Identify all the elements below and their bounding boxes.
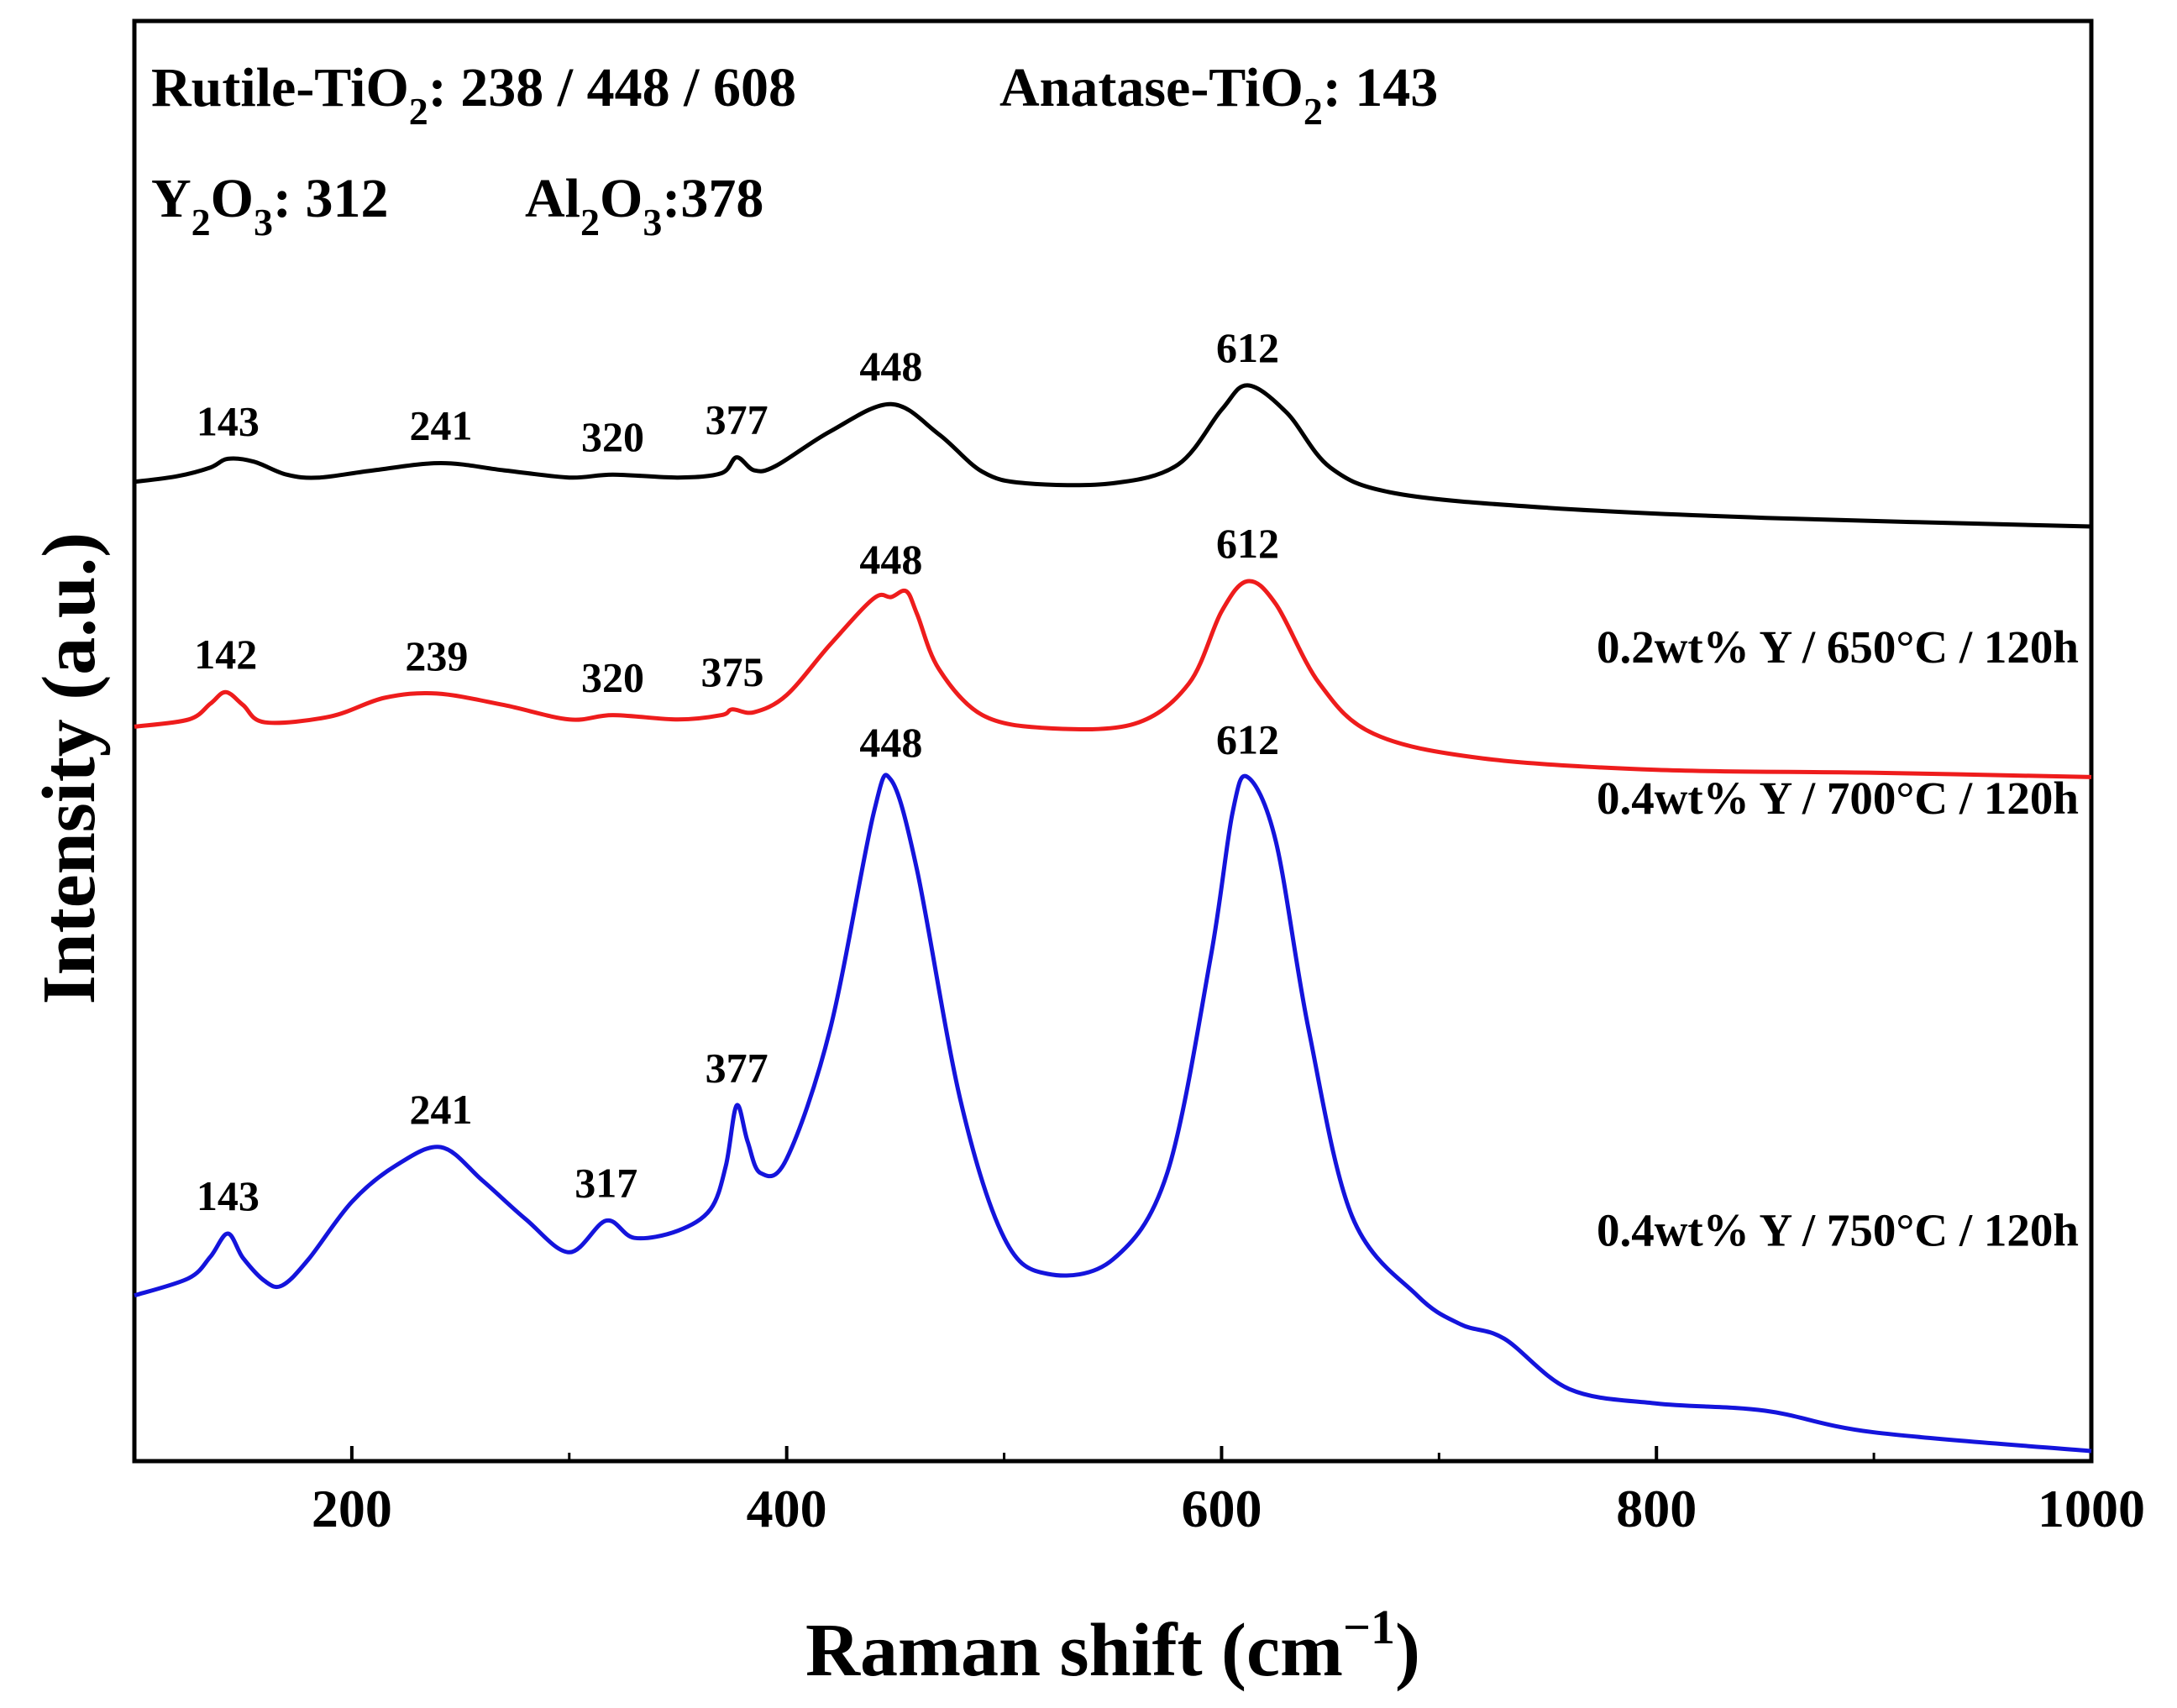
peak-label: 320 <box>581 654 644 701</box>
series-750c-line <box>134 773 2092 1454</box>
peak-label: 448 <box>859 343 922 390</box>
plot-frame <box>132 18 2094 1464</box>
peak-label: 612 <box>1216 715 1279 762</box>
x-tick-label: 1000 <box>2038 1479 2145 1538</box>
peak-label: 143 <box>197 1172 260 1219</box>
peak-label: 317 <box>574 1160 637 1207</box>
peak-label: 377 <box>706 1044 769 1091</box>
peak-label: 375 <box>700 648 763 695</box>
peak-label: 612 <box>1216 520 1279 567</box>
peak-label: 239 <box>405 632 468 679</box>
peak-label: 142 <box>194 631 257 678</box>
reference-line-al2o3: Al2O3:378 <box>525 168 763 244</box>
peak-label: 448 <box>859 536 922 583</box>
peak-label: 612 <box>1216 324 1279 371</box>
series-750c-label: 0.4wt% Y / 750°C / 120h <box>1597 1205 2079 1256</box>
reference-line-anatase: Anatase-TiO2: 143 <box>999 57 1438 133</box>
reference-line-rutile: Rutile-TiO2: 238 / 448 / 608 <box>151 57 796 133</box>
x-tick-label: 200 <box>312 1479 392 1538</box>
series-700c-label: 0.4wt% Y / 700°C / 120h <box>1597 773 2079 824</box>
peak-label: 448 <box>859 719 922 766</box>
reference-line-y2o3: Y2O3: 312 <box>151 168 389 244</box>
x-tick-label: 800 <box>1616 1479 1697 1538</box>
series-700c-line <box>134 579 2092 779</box>
series-650c-line <box>134 383 2092 529</box>
x-tick-label: 600 <box>1181 1479 1262 1538</box>
x-tick-label: 400 <box>747 1479 827 1538</box>
series-650c-label: 0.2wt% Y / 650°C / 120h <box>1597 621 2079 673</box>
peak-label: 143 <box>197 397 260 444</box>
peak-label: 241 <box>410 1086 473 1133</box>
peak-label: 377 <box>706 396 769 443</box>
x-axis-title: Raman shift (cm−1) <box>805 1600 1420 1692</box>
peak-label: 241 <box>410 402 473 449</box>
peak-label: 320 <box>581 413 644 460</box>
y-axis-title: Intensity (a.u.) <box>28 532 111 1005</box>
